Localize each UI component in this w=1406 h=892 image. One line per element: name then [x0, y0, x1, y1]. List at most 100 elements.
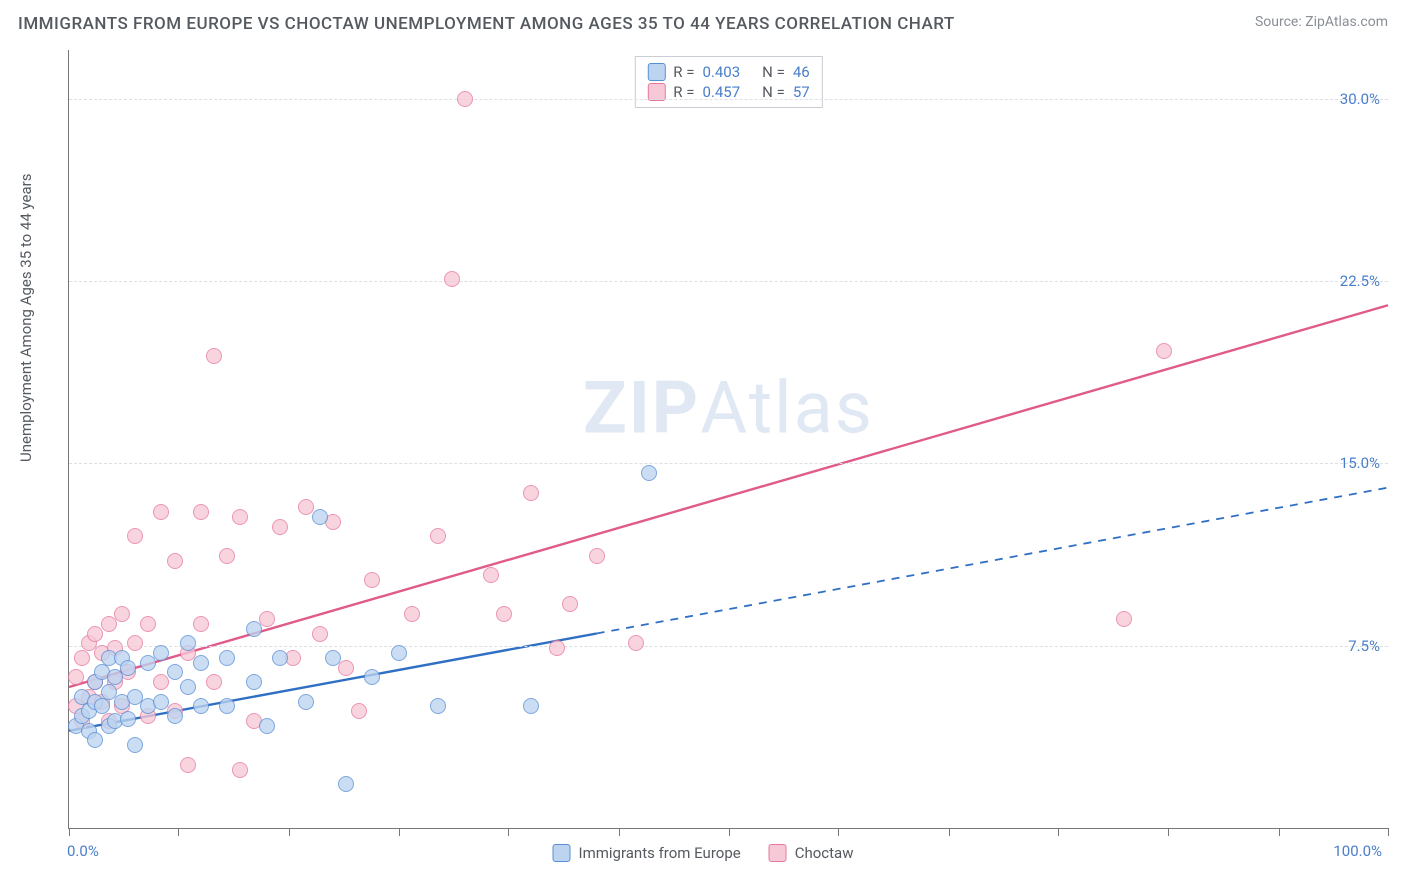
y-axis-label: Unemployment Among Ages 35 to 44 years [17, 174, 35, 462]
x-axis-max-label: 100.0% [1333, 842, 1382, 860]
data-point-choctaw [364, 572, 380, 588]
data-point-europe [167, 708, 183, 724]
data-point-choctaw [351, 703, 367, 719]
trend-lines [69, 50, 1388, 828]
trend-line-europe-dashed [597, 488, 1388, 634]
data-point-choctaw [483, 567, 499, 583]
series-legend-item-europe: Immigrants from Europe [553, 844, 741, 862]
data-point-choctaw [589, 548, 605, 564]
series-legend-label-europe: Immigrants from Europe [579, 844, 741, 862]
data-point-choctaw [180, 757, 196, 773]
data-point-choctaw [1156, 343, 1172, 359]
data-point-europe [641, 465, 657, 481]
series-legend: Immigrants from Europe Choctaw [553, 844, 854, 862]
data-point-europe [219, 650, 235, 666]
series-legend-item-choctaw: Choctaw [769, 844, 854, 862]
trend-line-choctaw [69, 305, 1388, 687]
source-link[interactable]: ZipAtlas.com [1305, 14, 1388, 30]
data-point-europe [127, 737, 143, 753]
gridline [69, 99, 1388, 100]
data-point-europe [391, 645, 407, 661]
data-point-europe [167, 664, 183, 680]
y-tick-label: 15.0% [1340, 454, 1380, 472]
x-tick [619, 828, 620, 836]
watermark-rest: Atlas [700, 365, 874, 450]
data-point-choctaw [219, 548, 235, 564]
data-point-choctaw [127, 528, 143, 544]
data-point-choctaw [68, 669, 84, 685]
legend-swatch-choctaw [769, 844, 787, 862]
data-point-europe [180, 635, 196, 651]
data-point-europe [272, 650, 288, 666]
gridline [69, 463, 1388, 464]
data-point-choctaw [232, 762, 248, 778]
data-point-choctaw [232, 509, 248, 525]
data-point-europe [153, 694, 169, 710]
x-tick [508, 828, 509, 836]
header: IMMIGRANTS FROM EUROPE VS CHOCTAW UNEMPL… [18, 14, 1388, 34]
legend-N-value-europe: 46 [793, 63, 810, 81]
x-tick [1058, 828, 1059, 836]
legend-swatch-europe [553, 844, 571, 862]
correlation-legend: R =0.403N =46R =0.457N =57 [634, 56, 822, 108]
y-tick-label: 7.5% [1348, 637, 1380, 655]
watermark: ZIPAtlas [583, 365, 874, 450]
data-point-choctaw [430, 528, 446, 544]
data-point-europe [430, 698, 446, 714]
x-tick [399, 828, 400, 836]
data-point-choctaw [444, 271, 460, 287]
source-prefix: Source: [1255, 14, 1305, 30]
data-point-europe [219, 698, 235, 714]
data-point-choctaw [338, 660, 354, 676]
data-point-europe [193, 655, 209, 671]
corr-legend-row-europe: R =0.403N =46 [647, 63, 809, 81]
data-point-europe [298, 694, 314, 710]
data-point-choctaw [153, 504, 169, 520]
x-tick [289, 828, 290, 836]
data-point-europe [523, 698, 539, 714]
x-axis-min-label: 0.0% [67, 842, 99, 860]
chart-title: IMMIGRANTS FROM EUROPE VS CHOCTAW UNEMPL… [18, 14, 955, 34]
y-tick-label: 22.5% [1340, 272, 1380, 290]
chart-container: Unemployment Among Ages 35 to 44 years Z… [18, 50, 1388, 874]
x-tick [1168, 828, 1169, 836]
data-point-europe [87, 732, 103, 748]
data-point-choctaw [628, 635, 644, 651]
x-tick [1388, 828, 1389, 836]
data-point-choctaw [259, 611, 275, 627]
x-tick [838, 828, 839, 836]
legend-N-label: N = [762, 63, 785, 81]
data-point-europe [246, 621, 262, 637]
data-point-choctaw [140, 616, 156, 632]
data-point-choctaw [193, 616, 209, 632]
data-point-choctaw [457, 91, 473, 107]
data-point-europe [120, 711, 136, 727]
data-point-choctaw [74, 650, 90, 666]
data-point-choctaw [523, 485, 539, 501]
data-point-choctaw [206, 348, 222, 364]
data-point-europe [193, 698, 209, 714]
data-point-choctaw [127, 635, 143, 651]
x-tick [69, 828, 70, 836]
data-point-choctaw [193, 504, 209, 520]
data-point-europe [312, 509, 328, 525]
gridline [69, 281, 1388, 282]
data-point-choctaw [167, 553, 183, 569]
data-point-europe [153, 645, 169, 661]
data-point-europe [259, 718, 275, 734]
legend-R-label: R = [673, 63, 694, 81]
data-point-choctaw [404, 606, 420, 622]
gridline [69, 646, 1388, 647]
y-tick-label: 30.0% [1340, 90, 1380, 108]
data-point-europe [180, 679, 196, 695]
data-point-choctaw [549, 640, 565, 656]
data-point-choctaw [496, 606, 512, 622]
x-tick [729, 828, 730, 836]
x-tick [1279, 828, 1280, 836]
legend-swatch-europe [647, 63, 665, 81]
data-point-europe [338, 776, 354, 792]
data-point-choctaw [312, 626, 328, 642]
watermark-bold: ZIP [583, 365, 700, 450]
data-point-choctaw [1116, 611, 1132, 627]
series-legend-label-choctaw: Choctaw [795, 844, 854, 862]
